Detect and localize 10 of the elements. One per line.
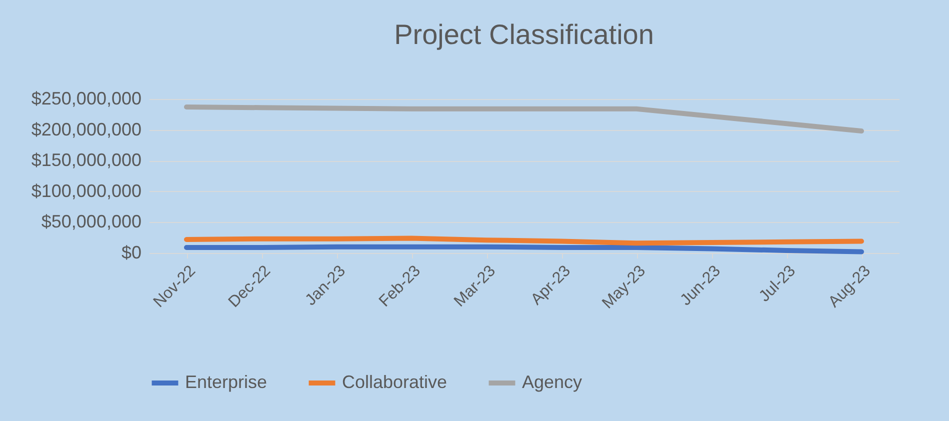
legend-label: Enterprise [185,372,268,392]
y-tick-label: $250,000,000 [31,88,142,108]
y-tick-label: $100,000,000 [31,180,142,201]
y-tick-label: $200,000,000 [31,119,142,140]
y-tick-label: $50,000,000 [41,212,142,232]
legend-label: Collaborative [342,372,448,392]
legend-label: Agency [522,372,582,392]
chart-title: Project Classification [394,19,654,50]
y-tick-label: $0 [121,242,142,262]
y-tick-label: $150,000,000 [31,150,142,170]
